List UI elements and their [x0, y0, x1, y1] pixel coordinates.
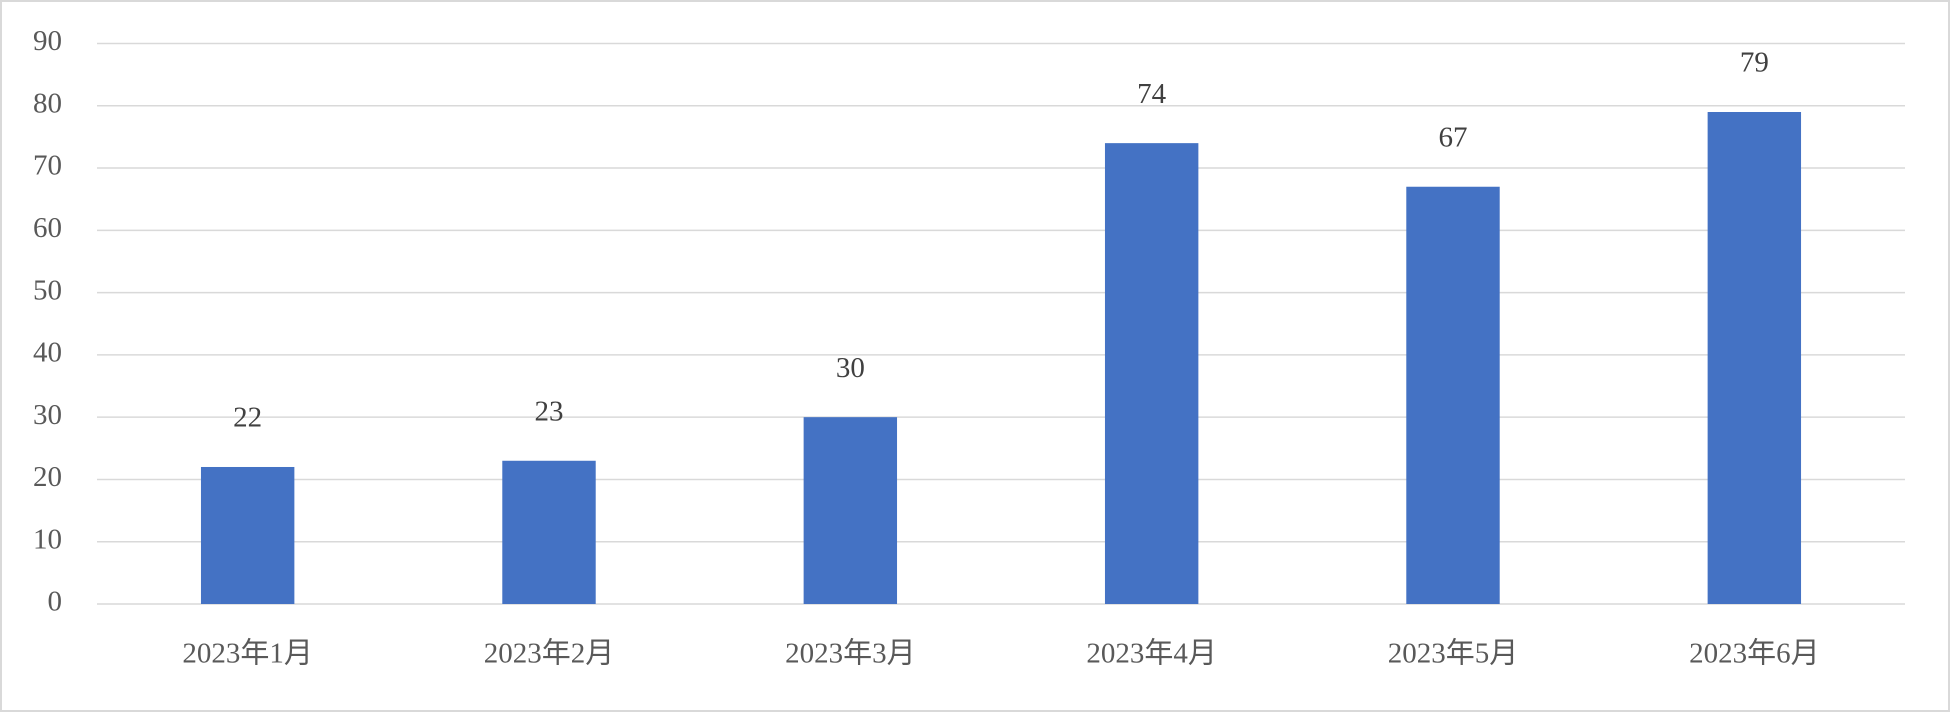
- data-label: 23: [535, 395, 564, 427]
- y-tick-label: 90: [33, 25, 62, 57]
- x-tick-label: 2023年5月: [1388, 637, 1519, 670]
- bar: [502, 460, 596, 604]
- x-tick-label: 2023年6月: [1689, 637, 1820, 670]
- bar: [1406, 186, 1500, 604]
- x-tick-label: 2023年2月: [484, 637, 615, 670]
- bar: [1104, 143, 1199, 604]
- y-tick-label: 40: [33, 337, 62, 369]
- y-tick-label: 70: [33, 150, 62, 182]
- x-tick-label: 2023年4月: [1086, 637, 1217, 670]
- y-tick-label: 50: [33, 274, 62, 306]
- data-label: 74: [1137, 78, 1167, 110]
- bar: [200, 466, 295, 604]
- y-tick-label: 60: [33, 212, 62, 244]
- data-label: 22: [233, 402, 262, 434]
- bar: [1707, 112, 1802, 604]
- y-tick-label: 30: [33, 399, 62, 431]
- y-tick-label: 0: [48, 586, 63, 618]
- bar: [803, 417, 898, 604]
- x-tick-label: 2023年1月: [182, 637, 313, 670]
- y-tick-label: 20: [33, 461, 62, 493]
- data-label: 30: [836, 352, 865, 384]
- y-tick-label: 10: [33, 523, 62, 555]
- data-label: 67: [1439, 121, 1468, 153]
- y-tick-label: 80: [33, 87, 62, 119]
- x-tick-label: 2023年3月: [785, 637, 916, 670]
- data-label: 79: [1740, 47, 1769, 79]
